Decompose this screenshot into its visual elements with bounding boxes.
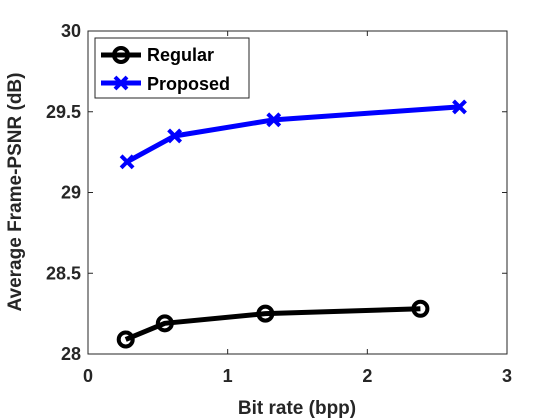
legend-marker-regular	[112, 46, 130, 64]
legend-label-regular: Regular	[147, 45, 214, 65]
y-tick-label: 28	[61, 344, 81, 364]
legend-item-proposed: Proposed	[101, 74, 230, 94]
legend-item-regular: Regular	[101, 45, 214, 65]
series-layer	[116, 99, 467, 349]
x-tick-label: 2	[362, 366, 372, 386]
series-line-regular	[124, 306, 421, 342]
y-axis-label: Average Frame-PSNR (dB)	[5, 73, 26, 312]
series-regular	[116, 299, 430, 349]
data-point	[116, 330, 135, 349]
x-tick-label: 1	[223, 366, 233, 386]
series-line-proposed	[125, 104, 460, 165]
y-tick-label: 29.5	[46, 102, 81, 122]
x-axis-label: Bit rate (bpp)	[238, 398, 356, 419]
y-tick-label: 30	[61, 21, 81, 41]
data-point	[119, 154, 135, 170]
x-axis-ticks: 0 1 2 3	[83, 31, 512, 386]
y-tick-label: 28.5	[46, 263, 81, 283]
legend-label-proposed: Proposed	[147, 74, 230, 94]
data-point	[256, 304, 275, 323]
y-tick-label: 29	[61, 183, 81, 203]
x-tick-label: 0	[83, 366, 93, 386]
legend: Regular Proposed	[94, 37, 250, 99]
legend-marker-proposed	[113, 75, 129, 91]
x-tick-label: 3	[502, 366, 512, 386]
series-proposed	[119, 99, 467, 170]
data-point	[411, 299, 430, 318]
y-axis-ticks: 28 28.5 29 29.5 30	[46, 21, 507, 364]
data-point	[452, 99, 467, 115]
data-point	[167, 128, 183, 144]
data-point	[155, 314, 174, 333]
data-point	[266, 112, 282, 128]
